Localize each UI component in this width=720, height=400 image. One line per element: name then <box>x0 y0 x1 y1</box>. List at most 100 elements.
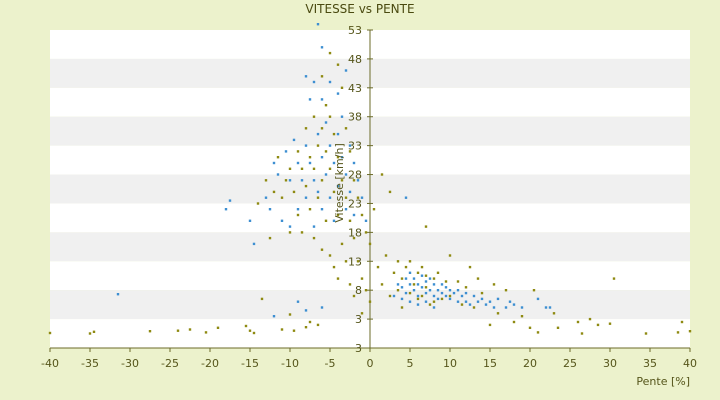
data-point-s2 <box>348 150 352 153</box>
data-point-s2 <box>580 332 584 335</box>
data-point-s2 <box>472 306 476 309</box>
data-point-s2 <box>316 196 320 199</box>
data-point-s1 <box>408 283 412 286</box>
data-point-s2 <box>148 330 152 333</box>
data-point-s2 <box>324 219 328 222</box>
data-point-s2 <box>244 324 248 328</box>
y-tick-label: 48 <box>348 53 362 66</box>
data-point-s2 <box>424 286 428 289</box>
y-tick-label: 13 <box>348 255 362 268</box>
data-point-s1 <box>296 208 300 211</box>
data-point-s2 <box>424 225 428 228</box>
data-point-s1 <box>436 289 440 292</box>
data-point-s2 <box>308 320 312 324</box>
data-point-s1 <box>416 283 420 286</box>
data-point-s2 <box>416 297 420 301</box>
x-tick-label: 5 <box>407 357 414 370</box>
data-point-s1 <box>512 303 516 306</box>
data-point-s2 <box>392 271 396 274</box>
data-point-s2 <box>384 254 388 257</box>
data-point-s2 <box>612 277 616 280</box>
data-point-s1 <box>320 46 324 49</box>
data-point-s1 <box>116 293 120 296</box>
data-point-s1 <box>328 144 332 147</box>
data-point-s1 <box>312 179 316 182</box>
data-point-s2 <box>372 208 376 211</box>
data-point-s2 <box>380 173 384 176</box>
data-point-s2 <box>380 283 384 286</box>
data-point-s2 <box>356 196 360 199</box>
data-point-s2 <box>556 326 560 329</box>
data-point-s2 <box>260 297 264 301</box>
data-point-s2 <box>420 265 424 269</box>
data-point-s2 <box>268 236 272 240</box>
x-tick-label: 25 <box>563 357 577 370</box>
data-point-s1 <box>360 196 364 199</box>
data-point-s1 <box>348 190 352 194</box>
data-point-s1 <box>428 289 432 292</box>
data-point-s2 <box>336 277 340 280</box>
data-point-s2 <box>492 283 496 286</box>
data-point-s2 <box>436 271 440 274</box>
data-point-s2 <box>288 313 292 316</box>
data-point-s2 <box>356 260 360 263</box>
data-point-s2 <box>328 115 332 118</box>
data-point-s1 <box>320 156 324 159</box>
data-point-s1 <box>424 291 428 295</box>
y-axis <box>367 29 373 349</box>
x-tick-label: -25 <box>161 357 179 370</box>
data-point-s2 <box>320 127 324 130</box>
data-point-s2 <box>340 179 344 182</box>
data-point-s2 <box>420 294 424 298</box>
x-tick-label: 0 <box>367 357 374 370</box>
data-point-s2 <box>348 219 352 222</box>
data-point-s2 <box>340 242 344 246</box>
data-point-s2 <box>464 286 468 289</box>
data-point-s1 <box>336 184 340 188</box>
x-tick-label: 15 <box>483 357 497 370</box>
data-point-s2 <box>476 277 480 280</box>
data-point-s1 <box>504 306 508 309</box>
data-point-s2 <box>352 294 356 298</box>
data-point-s1 <box>452 291 456 295</box>
data-point-s1 <box>468 303 472 306</box>
data-point-s2 <box>496 312 500 315</box>
data-point-s2 <box>312 115 316 118</box>
data-point-s1 <box>276 173 280 176</box>
data-point-s2 <box>412 283 416 286</box>
data-point-s2 <box>444 280 448 283</box>
x-tick-label: -30 <box>121 357 139 370</box>
y-tick-label: 53 <box>348 24 362 37</box>
data-point-s2 <box>328 51 332 55</box>
data-point-s1 <box>440 283 444 286</box>
data-point-s2 <box>344 196 348 199</box>
data-point-s1 <box>484 303 488 306</box>
data-point-s1 <box>252 242 256 246</box>
data-point-s2 <box>332 265 336 269</box>
data-point-s2 <box>376 265 380 269</box>
data-point-s1 <box>420 286 424 289</box>
x-tick-label: -40 <box>41 357 59 370</box>
x-tick-label: -10 <box>281 357 299 370</box>
data-point-s2 <box>528 326 532 329</box>
data-point-s2 <box>676 331 680 334</box>
data-point-s1 <box>404 196 408 199</box>
data-point-s1 <box>248 219 252 222</box>
data-point-s1 <box>488 300 492 303</box>
data-point-s1 <box>404 291 408 295</box>
data-point-s1 <box>352 161 356 165</box>
data-point-s2 <box>644 332 648 335</box>
data-point-s2 <box>292 190 296 194</box>
data-point-s2 <box>448 294 452 298</box>
data-point-s1 <box>464 291 468 295</box>
data-point-s1 <box>288 179 292 182</box>
data-point-s1 <box>328 80 332 84</box>
data-point-s2 <box>532 289 536 292</box>
data-point-s2 <box>456 280 460 283</box>
x-tick-label: 30 <box>603 357 617 370</box>
y-tick-label: 38 <box>348 111 362 124</box>
data-point-s2 <box>264 179 268 182</box>
data-point-s2 <box>88 332 92 335</box>
data-point-s1 <box>324 173 328 176</box>
data-point-s2 <box>552 312 556 315</box>
